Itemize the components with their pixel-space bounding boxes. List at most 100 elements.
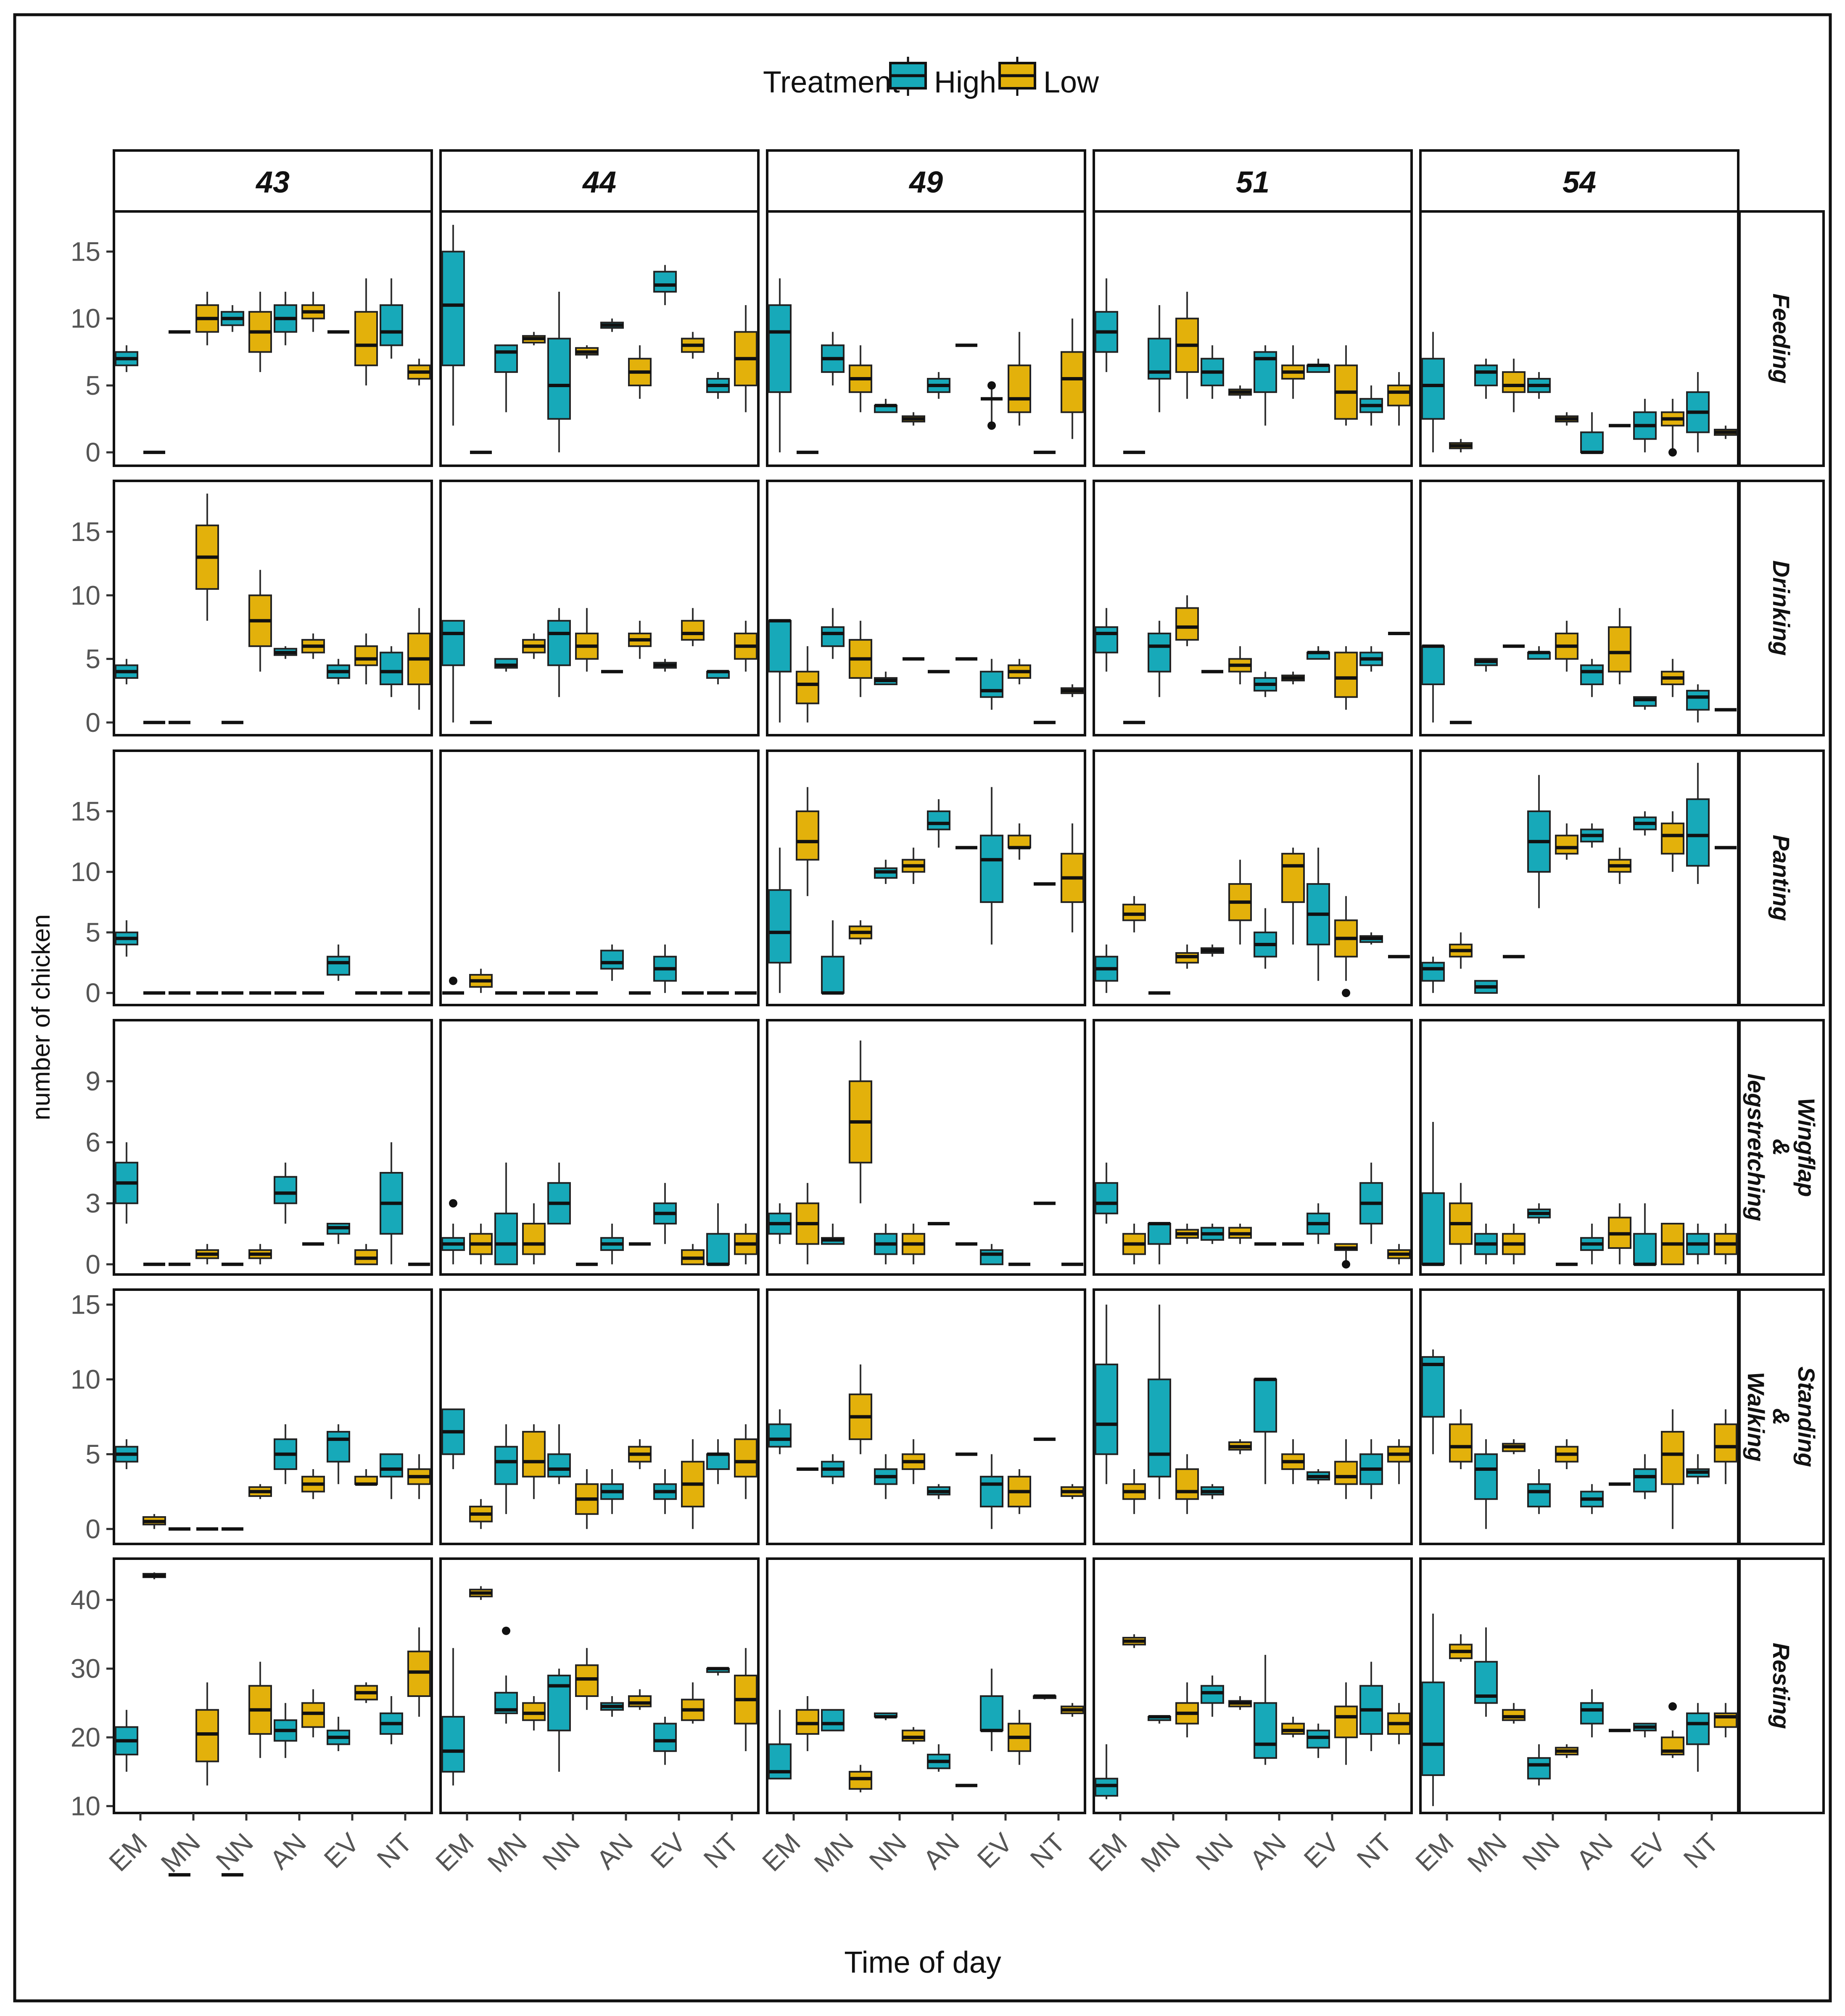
box-iqr	[768, 304, 792, 393]
box-iqr	[354, 311, 378, 367]
legend-label-high: High	[934, 66, 996, 99]
box-low-NN	[1228, 1224, 1252, 1244]
box-iqr	[1527, 1757, 1551, 1780]
panel-frame	[113, 1288, 433, 1545]
legend-key-high[interactable]	[889, 57, 927, 96]
box-low-MN	[195, 292, 219, 346]
y-tick-label: 0	[85, 707, 100, 738]
box-iqr	[980, 1475, 1003, 1508]
box-iqr	[354, 645, 378, 666]
y-tick-label: 20	[71, 1722, 100, 1752]
box-high-NT	[1359, 1162, 1383, 1244]
box-high-AN	[274, 646, 297, 659]
behaviour-strip-text: Drinking	[1768, 560, 1795, 656]
box-low-EM	[796, 787, 819, 896]
panel-resting-day-44	[439, 1557, 760, 1814]
y-tick-label: 6	[85, 1127, 100, 1157]
behaviour-strip-text: Wingflap	[1793, 1098, 1820, 1197]
box-iqr	[1254, 1378, 1277, 1433]
box-iqr	[902, 1729, 925, 1742]
box-high-EV	[980, 787, 1003, 945]
panel-grid: 43 44 49 51 54 Feeding Drinking Panting Wingflap…	[71, 149, 1825, 1878]
box-high-AN	[1580, 823, 1604, 848]
box-low-MN	[522, 1203, 546, 1264]
box-high-MN	[1474, 1224, 1498, 1264]
box-iqr	[768, 1743, 792, 1780]
box-high-EM	[115, 659, 138, 684]
behaviour-strip-text: legstretching	[1743, 1074, 1769, 1222]
box-low-NN	[1555, 1439, 1578, 1470]
box-low-NN	[575, 608, 599, 672]
day-strip-label-44: 44	[582, 166, 616, 199]
box-high-MN	[494, 1424, 518, 1514]
panel-frame	[1419, 1557, 1739, 1814]
y-tick-label: 0	[85, 1514, 100, 1544]
behaviour-strip-text: Resting	[1768, 1643, 1795, 1729]
box-iqr	[1148, 1378, 1171, 1478]
box-high-MN	[821, 920, 845, 995]
box-high-NN	[1201, 1484, 1224, 1499]
box-iqr	[653, 1723, 677, 1752]
outlier-point	[502, 1626, 510, 1635]
box-high-NT	[1359, 646, 1383, 672]
box-low-MN	[1175, 1454, 1199, 1514]
box-iqr	[1175, 1468, 1199, 1500]
panel-frame	[439, 1288, 760, 1545]
box-high-MN	[821, 608, 845, 659]
box-low-EV	[354, 633, 378, 684]
box-iqr	[1714, 1423, 1737, 1463]
box-low-NT	[1714, 1224, 1737, 1264]
y-tick-label: 30	[71, 1654, 100, 1684]
box-high-NT	[1686, 1224, 1710, 1264]
box-low-NT	[1714, 1409, 1737, 1484]
box-low-NN	[248, 292, 272, 372]
box-high-MN	[494, 1162, 518, 1265]
box-low-EM	[1122, 896, 1146, 933]
box-high-EV	[653, 944, 677, 993]
box-high-NN	[1527, 775, 1551, 908]
box-low-NT	[1061, 1484, 1084, 1499]
box-low-EV	[1661, 1223, 1684, 1265]
box-high-EM	[768, 1409, 792, 1454]
box-high-MN	[821, 1224, 845, 1245]
box-high-MN	[494, 1675, 518, 1724]
box-high-NT	[706, 1667, 730, 1676]
box-iqr	[195, 1709, 219, 1763]
box-high-NT	[380, 1142, 403, 1264]
box-high-EV	[653, 265, 677, 305]
box-high-EV	[1633, 811, 1657, 836]
box-low-MN	[849, 620, 872, 697]
box-iqr	[380, 652, 403, 685]
box-low-EM	[469, 1224, 493, 1264]
box-iqr	[1061, 351, 1084, 413]
panel-wingflap-legstretching-day-54	[1419, 1019, 1739, 1276]
box-low-AN	[1281, 1717, 1305, 1738]
box-high-EM	[441, 1224, 465, 1264]
panel-frame	[439, 1557, 760, 1814]
box-high-EM	[115, 1142, 138, 1224]
legend-key-low[interactable]	[998, 57, 1036, 96]
box-low-EV	[354, 278, 378, 385]
y-tick-label: 15	[71, 1290, 100, 1320]
box-low-MN	[1502, 359, 1526, 412]
box-high-EM	[1421, 1122, 1445, 1266]
box-high-NN	[1527, 372, 1551, 399]
behaviour-strip-feeding	[1738, 210, 1825, 467]
box-iqr	[1555, 834, 1578, 855]
panel-standing-walking-day-54	[1419, 1288, 1739, 1545]
box-low-EM	[469, 1499, 493, 1529]
panel-frame	[1093, 480, 1413, 736]
box-low-EV	[681, 1439, 705, 1529]
panel-frame	[1419, 1019, 1739, 1276]
box-high-AN	[600, 1696, 624, 1717]
outlier-point	[449, 1199, 457, 1208]
box-low-MN	[1175, 292, 1199, 399]
box-high-EV	[1307, 847, 1330, 981]
box-high-EM	[768, 278, 792, 453]
box-low-EV	[1661, 659, 1684, 697]
box-high-AN	[600, 318, 624, 332]
box-low-NN	[248, 1244, 272, 1264]
box-high-NN	[547, 1424, 571, 1484]
box-iqr	[734, 1438, 758, 1478]
